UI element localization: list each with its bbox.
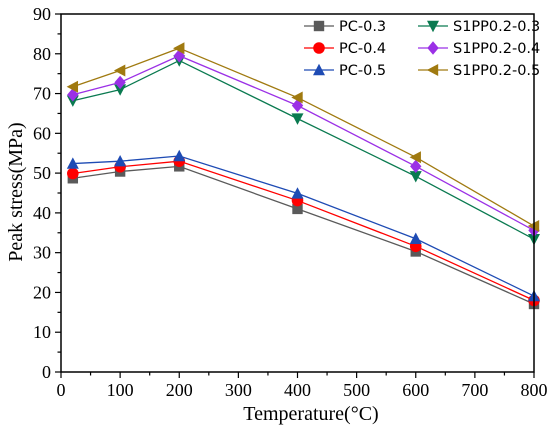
x-tick-label: 500	[343, 380, 370, 400]
legend-marker	[313, 63, 325, 76]
legend-marker	[313, 20, 325, 32]
legend-item: S1PP0.2-0.5	[418, 63, 540, 79]
series-line	[72, 165, 535, 305]
data-point	[114, 154, 127, 167]
legend-label: S1PP0.2-0.3	[453, 19, 540, 35]
data-point	[67, 88, 79, 102]
y-tick-label: 90	[33, 4, 51, 24]
legend-label: PC-0.5	[339, 63, 386, 79]
y-tick-label: 10	[33, 322, 51, 342]
series-PC-0.3	[67, 161, 540, 310]
x-tick-label: 300	[225, 380, 252, 400]
series-line	[72, 55, 535, 231]
y-tick-label: 70	[33, 84, 51, 104]
y-tick-label: 40	[33, 203, 51, 223]
y-axis-title: Peak stress(MPa)	[5, 122, 27, 261]
plot-marks	[66, 42, 540, 310]
legend-marker	[427, 41, 439, 55]
data-point	[410, 159, 422, 174]
data-point	[173, 149, 186, 162]
x-tick-label: 700	[461, 380, 488, 400]
data-point	[409, 151, 421, 164]
legend-label: PC-0.3	[339, 19, 386, 35]
legend-item: PC-0.5	[304, 63, 386, 79]
y-tick-label: 0	[42, 362, 51, 382]
data-point	[291, 113, 304, 125]
legend-item: S1PP0.2-0.3	[418, 19, 540, 35]
data-point	[409, 171, 422, 183]
data-point	[292, 203, 303, 215]
data-point	[291, 187, 304, 199]
legend-label: S1PP0.2-0.4	[453, 41, 540, 57]
series-PC-0.5	[66, 149, 540, 302]
x-tick-label: 400	[284, 380, 311, 400]
x-tick-label: 600	[402, 380, 429, 400]
legend-item: PC-0.4	[304, 41, 386, 57]
y-tick-label: 50	[33, 163, 51, 183]
legend-label: PC-0.4	[339, 41, 386, 57]
y-tick-label: 60	[33, 123, 51, 143]
data-point	[67, 167, 79, 180]
x-tick-label: 200	[166, 380, 193, 400]
y-tick-label: 80	[33, 44, 51, 64]
axes: 0 100 200 300 400 500 600 700 800 0 10 20 30 40 50 60 70…	[33, 4, 548, 400]
series-line	[72, 59, 535, 240]
series-line	[72, 47, 535, 227]
x-tick-label: 100	[107, 380, 134, 400]
series-line	[72, 160, 535, 301]
data-point	[173, 42, 185, 55]
series-S1PP0.2-0.3	[66, 55, 540, 246]
x-tick-label: 800	[521, 380, 548, 400]
legend-item: PC-0.3	[304, 19, 386, 35]
x-axis-title: Temperature(°C)	[243, 403, 378, 425]
y-tick-label: 30	[33, 243, 51, 263]
data-point	[66, 157, 79, 169]
data-point	[173, 49, 185, 63]
legend-label: S1PP0.2-0.5	[453, 63, 540, 79]
data-point	[409, 232, 422, 244]
data-point	[291, 91, 303, 104]
y-tick-label: 20	[33, 282, 51, 302]
series-PC-0.4	[67, 155, 540, 307]
data-point	[291, 98, 304, 113]
legend-marker	[427, 20, 439, 33]
legend-marker	[426, 64, 439, 76]
legend-marker	[313, 42, 325, 54]
x-tick-label: 0	[57, 380, 66, 400]
data-point	[66, 80, 79, 93]
data-point	[114, 75, 126, 90]
legend: PC-0.3 PC-0.4 PC-0.5 S1PP0.2-0.3 S1PP0.2-0.4…	[304, 19, 540, 79]
series-line	[72, 155, 535, 297]
legend-item: S1PP0.2-0.4	[418, 41, 540, 57]
data-point	[113, 64, 126, 77]
data-point	[114, 84, 127, 96]
